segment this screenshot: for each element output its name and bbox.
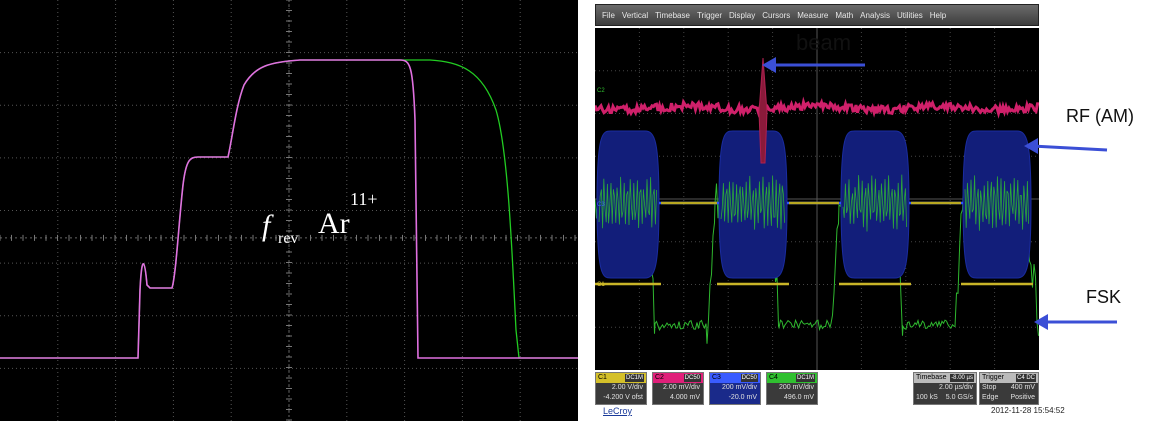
- coupling-badge: DC50: [684, 374, 701, 382]
- timebase-descriptor-label: Timebase: [916, 374, 946, 381]
- menu-vertical[interactable]: Vertical: [622, 11, 648, 20]
- offset-value: -4.200 V ofst: [596, 393, 646, 403]
- menu-file[interactable]: File: [602, 11, 615, 20]
- trigger-mode-level-right: 400 mV: [1011, 383, 1035, 393]
- timebase-descriptor-value: -8.00 µs: [950, 374, 974, 382]
- channel-c3-descriptor[interactable]: C3 DC50 200 mV/div -20.0 mV: [709, 372, 761, 405]
- label-charge: 11+: [350, 189, 377, 209]
- channel-id: C3 DC50: [710, 373, 760, 383]
- menu-trigger[interactable]: Trigger: [697, 11, 722, 20]
- fsk-arrow-icon: [1032, 306, 1122, 336]
- menu-math[interactable]: Math: [835, 11, 853, 20]
- annotation-rf: RF (AM): [1066, 106, 1134, 127]
- menu-cursors[interactable]: Cursors: [762, 11, 790, 20]
- volts-per-div: 2.00 mV/div: [653, 383, 703, 393]
- menu-display[interactable]: Display: [729, 11, 755, 20]
- label-ion: Ar: [318, 207, 350, 240]
- trigger-descriptor-value: C4 DC: [1016, 374, 1036, 382]
- menu-measure[interactable]: Measure: [797, 11, 828, 20]
- label-rev: rev: [278, 230, 298, 247]
- menu-analysis[interactable]: Analysis: [860, 11, 890, 20]
- beam-arrow-icon: [760, 50, 870, 80]
- coupling-badge: DC1M: [625, 374, 644, 382]
- trigger-type-slope-right: Positive: [1010, 393, 1035, 403]
- trigger-descriptor[interactable]: Trigger C4 DC Stop 400 mV Edge Positive: [979, 372, 1039, 405]
- menu-timebase[interactable]: Timebase: [655, 11, 690, 20]
- left-oscilloscope-display: f rev Ar 11+: [0, 0, 578, 421]
- timebase-sampling: 100 kS 5.0 GS/s: [914, 393, 976, 403]
- offset-value: -20.0 mV: [710, 393, 760, 403]
- menu-help[interactable]: Help: [930, 11, 946, 20]
- volts-per-div: 200 mV/div: [767, 383, 817, 393]
- trigger-descriptor-label: Trigger: [982, 374, 1004, 381]
- coupling-badge: DC50: [741, 374, 758, 382]
- capture-timestamp: 2012-11-28 15:54:52: [991, 406, 1065, 415]
- left-scope-canvas: f rev Ar 11+: [0, 0, 578, 421]
- sample-count: 100 kS: [916, 393, 938, 403]
- coupling-badge: DC1M: [796, 374, 815, 382]
- offset-value: 496.0 mV: [767, 393, 817, 403]
- sample-rate: 5.0 GS/s: [946, 393, 973, 403]
- channel-id: C2 DC50: [653, 373, 703, 383]
- channel-c1-descriptor[interactable]: C1 DC1M 2.00 V/div -4.200 V ofst: [595, 372, 647, 405]
- timebase-descriptor-header: Timebase -8.00 µs: [914, 373, 976, 383]
- volts-per-div: 2.00 V/div: [596, 383, 646, 393]
- right-oscilloscope-window: File Vertical Timebase Trigger Display Cursor…: [593, 0, 1167, 421]
- trigger-descriptor-header: Trigger C4 DC: [980, 373, 1038, 383]
- annotation-fsk: FSK: [1086, 287, 1121, 308]
- trigger-type-slope: Edge Positive: [980, 393, 1038, 403]
- menu-utilities[interactable]: Utilities: [897, 11, 923, 20]
- timebase-descriptor[interactable]: Timebase -8.00 µs 2.00 µs/div 100 kS 5.0 GS/…: [913, 372, 977, 405]
- trigger-type-slope-left: Edge: [982, 393, 998, 403]
- rf-arrow-icon: [1022, 132, 1112, 162]
- brand-logo: LeCroy: [603, 406, 632, 416]
- ch-marker-c3: C3: [597, 202, 605, 208]
- channel-id: C1 DC1M: [596, 373, 646, 383]
- channel-descriptor-panel: C1 DC1M 2.00 V/div -4.200 V ofst C2 DC50 2.00 …: [595, 372, 1039, 406]
- channel-c4-descriptor[interactable]: C4 DC1M 200 mV/div 496.0 mV: [766, 372, 818, 405]
- trigger-mode-level: Stop 400 mV: [980, 383, 1038, 393]
- channel-c2-descriptor[interactable]: C2 DC50 2.00 mV/div 4.000 mV: [652, 372, 704, 405]
- trigger-mode-level-left: Stop: [982, 383, 996, 393]
- ch-marker-c2: C2: [597, 88, 605, 94]
- offset-value: 4.000 mV: [653, 393, 703, 403]
- channel-id: C4 DC1M: [767, 373, 817, 383]
- volts-per-div: 200 mV/div: [710, 383, 760, 393]
- ch-marker-c1: C1: [597, 282, 605, 288]
- timebase-per-div: 2.00 µs/div: [914, 383, 976, 393]
- menu-bar: File Vertical Timebase Trigger Display Cursor…: [595, 4, 1039, 26]
